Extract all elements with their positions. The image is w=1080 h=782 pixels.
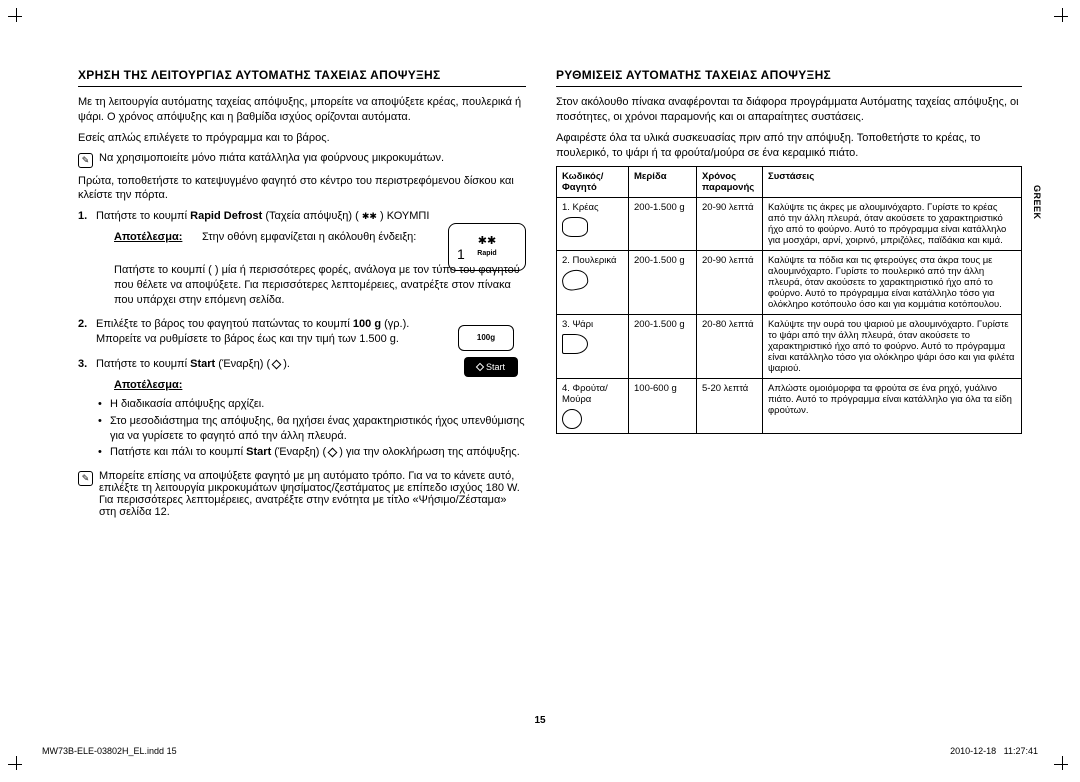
- code-text: 1. Κρέας: [562, 202, 599, 213]
- note-2-text: Μπορείτε επίσης να αποψύξετε φαγητό με μ…: [99, 470, 526, 518]
- result-label-2: Αποτέλεσμα:: [114, 379, 182, 391]
- left-title: ΧΡΗΣΗ ΤΗΣ ΛΕΙΤΟΥΡΓΙΑΣ ΑΥΤΟΜΑΤΗΣ ΤΑΧΕΙΑΣ …: [78, 68, 526, 87]
- t: Επιλέξτε το βάρος του φαγητού πατώντας τ…: [96, 318, 353, 330]
- step1-result: Στην οθόνη εμφανίζεται η ακόλουθη ένδειξ…: [202, 230, 416, 245]
- steps-list: Πατήστε το κουμπί Rapid Defrost (Ταχεία …: [78, 209, 526, 460]
- display-rapid-label: Rapid: [477, 249, 496, 258]
- table-row: 3. Ψάρι 200-1.500 g 20-80 λεπτά Καλύψτε …: [557, 315, 1022, 379]
- t: (Έναρξη) (: [271, 446, 329, 458]
- start-btn-graphic: Start: [464, 357, 518, 377]
- fish-icon: [562, 334, 588, 354]
- t: (γρ.).: [381, 318, 409, 330]
- step2-rest: Μπορείτε να ρυθμίσετε το βάρος έως και τ…: [96, 333, 399, 345]
- note-1-text: Να χρησιμοποιείτε μόνο πιάτα κατάλληλα γ…: [99, 152, 444, 164]
- code-text: 4. Φρούτα/ Μούρα: [562, 383, 608, 405]
- right-title: ΡΥΘΜΙΣΕΙΣ ΑΥΤΟΜΑΤΗΣ ΤΑΧΕΙΑΣ ΑΠΟΨΥΞΗΣ: [556, 68, 1022, 87]
- th-portion: Μερίδα: [629, 167, 697, 198]
- footer-time: 11:27:41: [1004, 746, 1038, 756]
- cell-rec: Καλύψτε τις άκρες με αλουμινόχαρτο. Γυρί…: [763, 198, 1022, 251]
- footer-right: 2010-12-18 11:27:41: [950, 746, 1038, 756]
- cell-portion: 100-600 g: [629, 379, 697, 434]
- cell-portion: 200-1.500 g: [629, 251, 697, 315]
- crop-mark: [1054, 8, 1072, 26]
- left-p3: Πρώτα, τοποθετήστε το κατεψυγμένο φαγητό…: [78, 174, 526, 204]
- left-p1: Με τη λειτουργία αυτόματης ταχείας απόψυ…: [78, 95, 526, 125]
- th-rec: Συστάσεις: [763, 167, 1022, 198]
- cell-portion: 200-1.500 g: [629, 315, 697, 379]
- crop-mark: [8, 8, 26, 26]
- footer-date: 2010-12-18: [950, 746, 996, 756]
- t: 100 g: [353, 318, 381, 330]
- display-symbols: ✱✱: [478, 236, 496, 247]
- right-p1: Στον ακόλουθο πίνακα αναφέρονται τα διάφ…: [556, 95, 1022, 125]
- t: Start: [190, 358, 215, 370]
- code-text: 2. Πουλερικά: [562, 255, 617, 266]
- cell-time: 20-90 λεπτά: [697, 198, 763, 251]
- cell-code: 1. Κρέας: [557, 198, 629, 251]
- code-text: 3. Ψάρι: [562, 319, 593, 330]
- start-label: Start: [486, 361, 505, 373]
- table-header-row: Κωδικός/ Φαγητό Μερίδα Χρόνος παραμονής …: [557, 167, 1022, 198]
- cell-time: 5-20 λεπτά: [697, 379, 763, 434]
- th-time: Χρόνος παραμονής: [697, 167, 763, 198]
- step-1: Πατήστε το κουμπί Rapid Defrost (Ταχεία …: [78, 209, 526, 307]
- t: Πατήστε το κουμπί: [96, 358, 190, 370]
- cell-rec: Καλύψτε την ουρά του ψαριού με αλουμινόχ…: [763, 315, 1022, 379]
- cell-code: 3. Ψάρι: [557, 315, 629, 379]
- side-tab-greek: GREEK: [1032, 185, 1042, 220]
- page-content: ΧΡΗΣΗ ΤΗΣ ΛΕΙΤΟΥΡΓΙΑΣ ΑΥΤΟΜΑΤΗΣ ΤΑΧΕΙΑΣ …: [0, 0, 1080, 554]
- display-val: 1: [457, 245, 465, 264]
- note-1: ✎ Να χρησιμοποιείτε μόνο πιάτα κατάλληλα…: [78, 152, 526, 168]
- page-number: 15: [534, 715, 545, 726]
- right-p2: Αφαιρέστε όλα τα υλικά συσκευασίας πριν …: [556, 131, 1022, 161]
- result-label: Αποτέλεσμα:: [114, 230, 192, 245]
- step-3: Πατήστε το κουμπί Start (Έναρξη) ( ). St…: [78, 357, 526, 460]
- cell-time: 20-90 λεπτά: [697, 251, 763, 315]
- cell-code: 4. Φρούτα/ Μούρα: [557, 379, 629, 434]
- bullet-3: Πατήστε και πάλι το κουμπί Start (Έναρξη…: [110, 445, 526, 460]
- t: Πατήστε και πάλι το κουμπί: [110, 446, 246, 458]
- table-row: 1. Κρέας 200-1.500 g 20-90 λεπτά Καλύψτε…: [557, 198, 1022, 251]
- th-code: Κωδικός/ Φαγητό: [557, 167, 629, 198]
- defrost-table: Κωδικός/ Φαγητό Μερίδα Χρόνος παραμονής …: [556, 166, 1022, 434]
- note-2: ✎ Μπορείτε επίσης να αποψύξετε φαγητό με…: [78, 470, 526, 518]
- t: ) για την ολοκλήρωση της απόψυξης.: [336, 446, 520, 458]
- cell-portion: 200-1.500 g: [629, 198, 697, 251]
- t: Start: [246, 446, 271, 458]
- left-p2: Εσείς απλώς επιλέγετε το πρόγραμμα και τ…: [78, 131, 526, 146]
- footer-left: MW73B-ELE-03802H_EL.indd 15: [42, 746, 177, 756]
- t: Πατήστε το κουμπί: [96, 210, 190, 222]
- bullet-2: Στο μεσοδιάστημα της απόψυξης, θα ηχήσει…: [110, 414, 526, 444]
- table-row: 4. Φρούτα/ Μούρα 100-600 g 5-20 λεπτά Απ…: [557, 379, 1022, 434]
- poultry-icon: [560, 268, 589, 292]
- cell-time: 20-80 λεπτά: [697, 315, 763, 379]
- cell-rec: Καλύψτε τα πόδια και τις φτερούγες στα ά…: [763, 251, 1022, 315]
- cell-code: 2. Πουλερικά: [557, 251, 629, 315]
- small-box-100g: 100g: [458, 325, 514, 351]
- t: (Έναρξη) (: [215, 358, 273, 370]
- crop-mark: [8, 756, 26, 774]
- display-box-rapid: ✱✱ Rapid 1: [448, 223, 526, 271]
- meat-icon: [562, 217, 588, 237]
- t: (Ταχεία απόψυξη) (: [262, 210, 362, 222]
- crop-mark: [1054, 756, 1072, 774]
- step-2: Επιλέξτε το βάρος του φαγητού πατώντας τ…: [78, 317, 526, 347]
- berries-icon: [562, 409, 582, 429]
- note-icon: ✎: [78, 153, 93, 168]
- cell-rec: Απλώστε ομοιόμορφα τα φρούτα σε ένα ρηχό…: [763, 379, 1022, 434]
- step3-bullets: Η διαδικασία απόψυξης αρχίζει. Στο μεσοδ…: [96, 397, 526, 460]
- t: ) ΚΟΥΜΠΙ: [377, 210, 429, 222]
- table-row: 2. Πουλερικά 200-1.500 g 20-90 λεπτά Καλ…: [557, 251, 1022, 315]
- note-icon: ✎: [78, 471, 93, 486]
- right-column: ΡΥΘΜΙΣΕΙΣ ΑΥΤΟΜΑΤΗΣ ΤΑΧΕΙΑΣ ΑΠΟΨΥΞΗΣ Στο…: [556, 68, 1022, 524]
- left-column: ΧΡΗΣΗ ΤΗΣ ΛΕΙΤΟΥΡΓΙΑΣ ΑΥΤΟΜΑΤΗΣ ΤΑΧΕΙΑΣ …: [78, 68, 526, 524]
- t: Rapid Defrost: [190, 210, 262, 222]
- bullet-1: Η διαδικασία απόψυξης αρχίζει.: [110, 397, 526, 412]
